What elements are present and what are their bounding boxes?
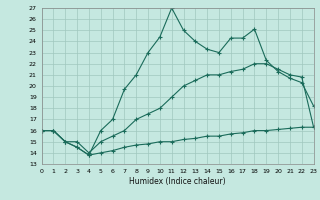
X-axis label: Humidex (Indice chaleur): Humidex (Indice chaleur) xyxy=(129,177,226,186)
